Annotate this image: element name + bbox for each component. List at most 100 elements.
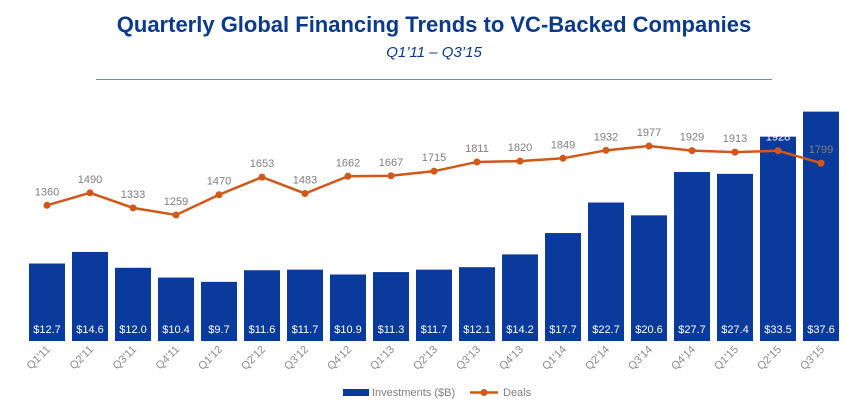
- deals-point: [215, 191, 223, 199]
- investment-bar: [115, 267, 151, 341]
- investment-bar: [459, 267, 495, 341]
- bar-value-label: $14.6: [76, 324, 104, 336]
- deals-point: [731, 148, 739, 156]
- deals-value-label: 1653: [250, 158, 274, 170]
- x-tick-label: Q1'11: [25, 344, 53, 372]
- title-divider: [96, 79, 772, 80]
- bar-value-label: $12.1: [463, 324, 491, 336]
- investment-bar: [244, 270, 280, 341]
- deals-point: [516, 157, 524, 165]
- x-tick-label: Q2'12: [239, 344, 268, 373]
- x-tick-label: Q2'15: [755, 344, 784, 373]
- deals-value-label: 1259: [164, 196, 188, 208]
- investment-bar: [502, 254, 538, 341]
- investment-bar: [72, 251, 108, 341]
- deals-point: [645, 142, 653, 150]
- bar-value-label: $11.6: [249, 324, 276, 336]
- deals-point: [387, 172, 395, 180]
- legend-label-deals: Deals: [503, 387, 532, 399]
- x-tick-label: Q1'15: [712, 344, 741, 373]
- x-tick-label: Q3'12: [282, 344, 311, 373]
- deals-value-label: 1932: [594, 131, 618, 143]
- chart-subtitle: Q1’11 – Q3’15: [386, 44, 482, 61]
- bar-value-label: $22.7: [592, 324, 620, 336]
- deals-value-label: 1715: [422, 152, 446, 164]
- bar-value-label: $9.7: [208, 324, 229, 336]
- deals-value-label: 1667: [379, 157, 403, 169]
- x-tick-label: Q3'13: [454, 344, 483, 373]
- bar-value-label: $37.6: [807, 324, 835, 336]
- deals-value-label: 1333: [121, 189, 145, 201]
- bar-value-label: $33.5: [764, 324, 792, 336]
- x-tick-label: Q4'13: [497, 344, 526, 373]
- deals-value-label: 1811: [465, 143, 489, 155]
- x-tick-label: Q3'11: [111, 344, 139, 372]
- deals-point: [817, 159, 825, 167]
- x-tick-label: Q2'13: [411, 344, 440, 373]
- bar-value-label: $12.0: [119, 324, 147, 336]
- bar-value-label: $11.7: [292, 324, 319, 336]
- investment-bar: [717, 173, 753, 341]
- bar-value-label: $11.7: [421, 324, 448, 336]
- deals-value-label: 1977: [637, 127, 661, 139]
- deals-point: [86, 189, 94, 197]
- x-tick-label: Q1'13: [368, 344, 397, 373]
- x-tick-label: Q1'12: [196, 344, 225, 373]
- x-tick-label: Q3'14: [626, 344, 655, 373]
- investment-bar: [416, 269, 452, 341]
- deals-point: [258, 173, 266, 181]
- investment-bar: [631, 215, 667, 341]
- deals-point: [129, 204, 137, 212]
- investment-bar: [588, 202, 624, 341]
- x-tick-label: Q3'15: [798, 344, 827, 373]
- bar-value-label: $10.4: [162, 324, 190, 336]
- deals-value-label: 1483: [293, 174, 317, 186]
- deals-point: [774, 147, 782, 155]
- x-tick-label: Q4'14: [669, 344, 698, 373]
- bar-value-label: $27.7: [678, 324, 706, 336]
- investment-bar: [29, 263, 65, 341]
- deals-value-label: 1360: [35, 186, 59, 198]
- deals-value-label: 1928: [766, 132, 790, 144]
- x-tick-label: Q2'11: [68, 344, 96, 372]
- investment-bar: [158, 277, 194, 341]
- investment-bar: [373, 272, 409, 341]
- deals-point: [344, 172, 352, 180]
- deals-value-label: 1820: [508, 142, 532, 154]
- deals-point: [172, 211, 180, 219]
- x-tick-label: Q2'14: [583, 344, 612, 373]
- deals-point: [301, 189, 309, 197]
- bar-value-label: $12.7: [33, 324, 61, 336]
- investment-bar: [803, 111, 839, 341]
- investment-bar: [330, 274, 366, 341]
- x-tick-label: Q4'11: [154, 344, 182, 372]
- x-tick-label: Q1'14: [540, 344, 569, 373]
- deals-point: [43, 201, 51, 209]
- deals-value-label: 1929: [680, 132, 704, 144]
- bar-value-label: $10.9: [334, 324, 362, 336]
- legend-swatch-deals-marker: [480, 389, 488, 396]
- deals-value-label: 1490: [78, 174, 102, 186]
- investment-bar: [760, 136, 796, 341]
- deals-point: [688, 147, 696, 155]
- deals-point: [602, 146, 610, 154]
- bar-value-label: $11.3: [378, 324, 405, 336]
- investment-bar: [545, 233, 581, 341]
- deals-value-label: 1470: [207, 176, 231, 188]
- bar-value-label: $20.6: [635, 324, 663, 336]
- deals-point: [473, 158, 481, 166]
- x-tick-label: Q4'12: [325, 344, 354, 373]
- deals-value-label: 1662: [336, 157, 360, 169]
- bar-value-label: $17.7: [549, 324, 577, 336]
- bar-value-label: $14.2: [506, 324, 534, 336]
- legend-label-investments: Investments ($B): [372, 387, 455, 399]
- investment-bar: [201, 281, 237, 341]
- deals-value-label: 1799: [809, 144, 833, 156]
- investment-bar: [674, 172, 710, 341]
- chart-title: Quarterly Global Financing Trends to VC-…: [116, 12, 752, 37]
- investment-bar: [287, 269, 323, 341]
- legend-swatch-investments: [343, 389, 369, 396]
- deals-point: [430, 167, 438, 175]
- deals-value-label: 1913: [723, 133, 747, 145]
